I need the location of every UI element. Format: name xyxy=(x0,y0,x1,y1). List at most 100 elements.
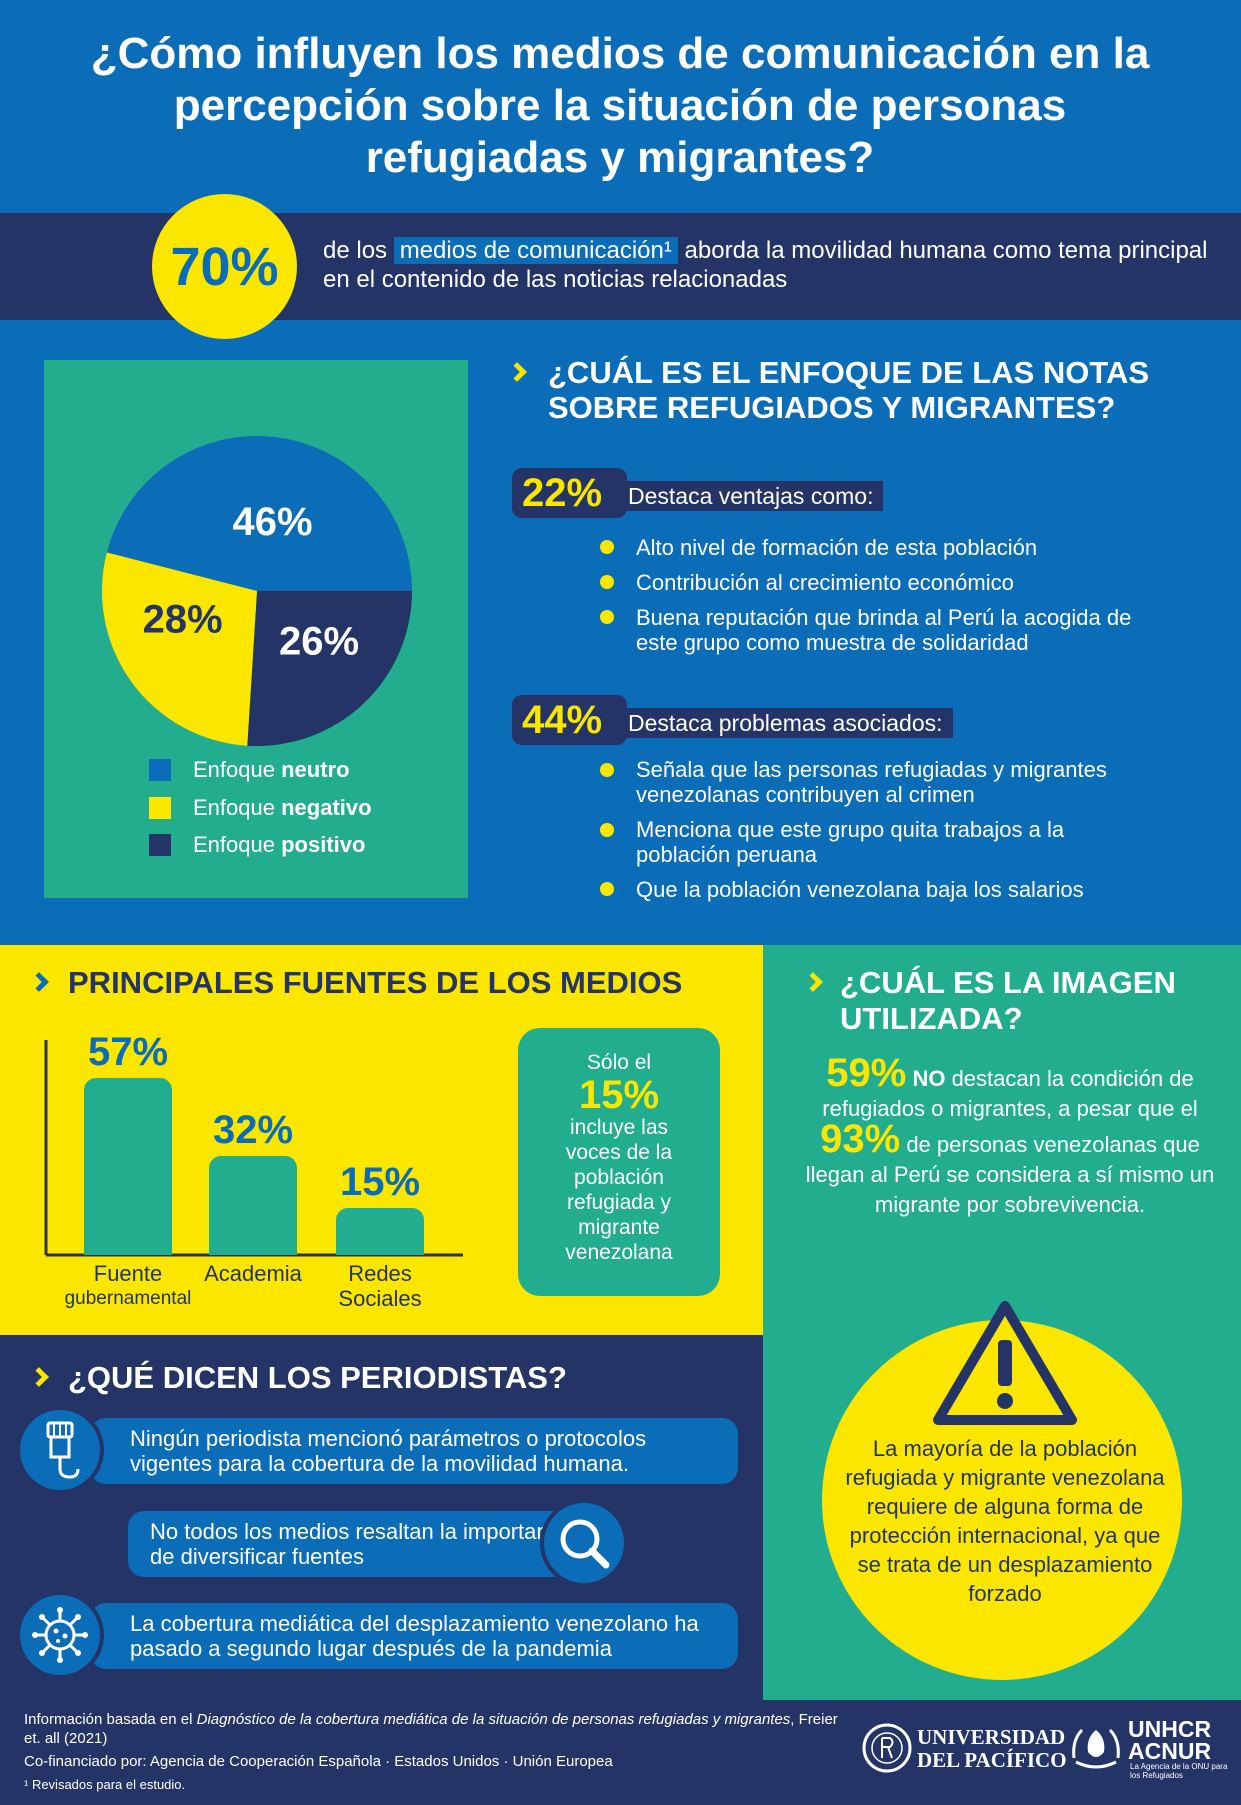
fuentes-heading: PRINCIPALES FUENTES DE LOS MEDIOS xyxy=(68,965,683,1000)
virus-icon xyxy=(16,1591,104,1679)
bullet-icon xyxy=(600,575,614,589)
pie-chart-panel: 46% 26% 28% Enfoque neutro Enfoque negativ… xyxy=(44,360,468,898)
enfoque-heading: ¿CUÁL ES EL ENFOQUE DE LAS NOTAS SOBRE R… xyxy=(548,355,1228,425)
enfoque-heading-line1: ¿CUÁL ES EL ENFOQUE DE LAS NOTAS xyxy=(548,355,1150,390)
footer-source-pre: Información basada en el xyxy=(24,1711,193,1728)
legend-swatch xyxy=(149,797,171,819)
periodistas-heading: ¿QUÉ DICEN LOS PERIODISTAS? xyxy=(68,1360,567,1395)
pie-slice-label: 26% xyxy=(279,619,359,663)
imagen-pct2: 93% xyxy=(820,1117,901,1161)
bar-chart xyxy=(44,1040,463,1257)
voices-percent: 15% xyxy=(578,1073,660,1117)
legend-label: Enfoque xyxy=(193,832,275,857)
footer-source: Información basada en el Diagnóstico de … xyxy=(24,1710,844,1748)
ventajas-item: Buena reputación que brinda al Perú la a… xyxy=(636,605,1132,655)
imagen-heading-line1: ¿CUÁL ES LA IMAGEN xyxy=(840,965,1176,1000)
unhcr-logo-icon xyxy=(1072,1728,1120,1769)
periodistas-item-text: La cobertura mediática del desplazamient… xyxy=(130,1611,699,1661)
legend-swatch xyxy=(149,834,171,856)
problemas-item: Menciona que este grupo quita trabajos a… xyxy=(636,817,1065,867)
pie-chart: 46% 26% 28% xyxy=(101,436,412,746)
bar-value-label: 32% xyxy=(212,1107,294,1152)
legend-item-neutro: Enfoque neutro xyxy=(149,757,350,783)
page-title: ¿Cómo influyen los medios de comunicació… xyxy=(90,29,1150,182)
footer-note: ¹ Revisados para el estudio. xyxy=(24,1777,186,1792)
bullet-icon xyxy=(600,540,614,554)
imagen-heading: ¿CUÁL ES LA IMAGEN UTILIZADA? xyxy=(840,965,1176,1037)
intro-text-before: de los xyxy=(323,237,388,264)
pie-slice xyxy=(106,436,412,591)
bullet-icon xyxy=(600,610,614,624)
up-line2: DEL PACÍFICO xyxy=(917,1748,1067,1772)
intro-highlight: medios de comunicación¹ xyxy=(393,237,678,264)
legend-swatch xyxy=(149,759,171,781)
legend-item-negativo: Enfoque negativo xyxy=(149,795,372,821)
footer-source-title: Diagnóstico de la cobertura mediática de… xyxy=(196,1711,791,1728)
footer-text: Información basada en el Diagnóstico de … xyxy=(24,1710,844,1794)
chevron-right-icon xyxy=(507,362,527,382)
imagen-text1: destacan la condición de refugiados o mi… xyxy=(822,1066,1198,1121)
pie-slice xyxy=(247,591,412,746)
voices-text: incluye las voces de la población refugi… xyxy=(565,1116,673,1264)
periodistas-item-text: No todos los medios resaltan la importan… xyxy=(150,1519,577,1569)
bar-value-label: 15% xyxy=(339,1160,421,1205)
intro-percent-circle: 70% xyxy=(152,194,297,339)
periodistas-item: No todos los medios resaltan la importan… xyxy=(128,1511,618,1577)
ventajas-percent: 22% xyxy=(512,468,627,518)
unhcr-subtitle: La Agencia de la ONU para los Refugiados xyxy=(1130,1762,1228,1780)
header: ¿Cómo influyen los medios de comunicació… xyxy=(0,0,1241,213)
problemas-item: Que la población venezolana baja los sal… xyxy=(636,877,1084,902)
ventajas-item: Contribución al crecimiento económico xyxy=(636,570,1014,595)
universidad-pacifico-seal-icon xyxy=(862,1723,912,1773)
unhcr-line1: UNHCR xyxy=(1128,1716,1212,1742)
periodistas-item: La cobertura mediática del desplazamient… xyxy=(90,1603,738,1669)
bullet-icon xyxy=(600,763,614,777)
pie-slice-label: 28% xyxy=(143,598,223,642)
ventajas-item: Alto nivel de formación de esta població… xyxy=(636,535,1038,560)
periodistas-item-text: Ningún periodista mencionó parámetros o … xyxy=(130,1426,647,1476)
periodistas-item: Ningún periodista mencionó parámetros o … xyxy=(90,1418,738,1484)
legend-strong: negativo xyxy=(281,795,372,820)
bar-category-label: Academia xyxy=(204,1261,302,1286)
bar xyxy=(209,1155,297,1255)
legend-strong: positivo xyxy=(281,832,366,857)
unhcr-name: UNHCR ACNUR xyxy=(1128,1716,1212,1764)
warning-icon xyxy=(933,1301,1077,1425)
search-icon xyxy=(540,1499,628,1587)
footer xyxy=(0,1700,1241,1805)
universidad-pacifico-name: UNIVERSIDAD DEL PACÍFICO xyxy=(917,1726,1067,1772)
bullet-icon xyxy=(600,882,614,896)
enfoque-heading-line2: SOBRE REFUGIADOS Y MIGRANTES? xyxy=(548,390,1116,425)
legend-label: Enfoque xyxy=(193,795,275,820)
footer-cofinanced: Co-financiado por: Agencia de Cooperació… xyxy=(24,1753,613,1770)
intro-text-after: aborda la movilidad humana como tema pri… xyxy=(323,237,1208,293)
imagen-text: 59% NO destacan la condición de refugiad… xyxy=(800,1053,1220,1220)
imagen-heading-line2: UTILIZADA? xyxy=(840,1001,1023,1036)
bullet-icon xyxy=(600,823,614,837)
pie-slice xyxy=(101,552,257,746)
footer-source-post: , Freier et. all (2021) xyxy=(24,1711,838,1747)
bar xyxy=(84,1078,172,1255)
bar xyxy=(336,1208,424,1255)
intro-text: de los medios de comunicación¹ aborda la… xyxy=(323,236,1223,294)
imagen-no: NO xyxy=(912,1066,946,1091)
up-line1: UNIVERSIDAD xyxy=(917,1725,1066,1749)
problemas-item: Señala que las personas refugiadas y mig… xyxy=(636,757,1107,807)
voices-pre: Sólo el xyxy=(586,1051,652,1074)
bar-category-label: Fuente gubernamental xyxy=(64,1261,192,1309)
bar-category-label: Redes Sociales xyxy=(338,1261,422,1311)
legend-label: Enfoque xyxy=(193,757,275,782)
microphone-icon xyxy=(16,1406,104,1494)
imagen-pct1: 59% xyxy=(826,1051,907,1095)
warning-text: La mayoría de la población refugiada y m… xyxy=(845,1436,1165,1606)
unhcr-line2: ACNUR xyxy=(1128,1738,1212,1764)
problemas-percent: 44% xyxy=(512,695,627,745)
voices-box: Sólo el 15% incluye las voces de la pobl… xyxy=(518,1028,720,1296)
pie-slice-label: 46% xyxy=(232,500,312,544)
legend-item-positivo: Enfoque positivo xyxy=(149,832,365,858)
ventajas-label: Destaca ventajas como: xyxy=(618,481,884,511)
imagen-text2: de personas venezolanas que llegan al Pe… xyxy=(805,1132,1215,1217)
legend-strong: neutro xyxy=(281,757,350,782)
bar-value-label: 57% xyxy=(87,1030,169,1074)
problemas-label: Destaca problemas asociados: xyxy=(618,708,953,738)
